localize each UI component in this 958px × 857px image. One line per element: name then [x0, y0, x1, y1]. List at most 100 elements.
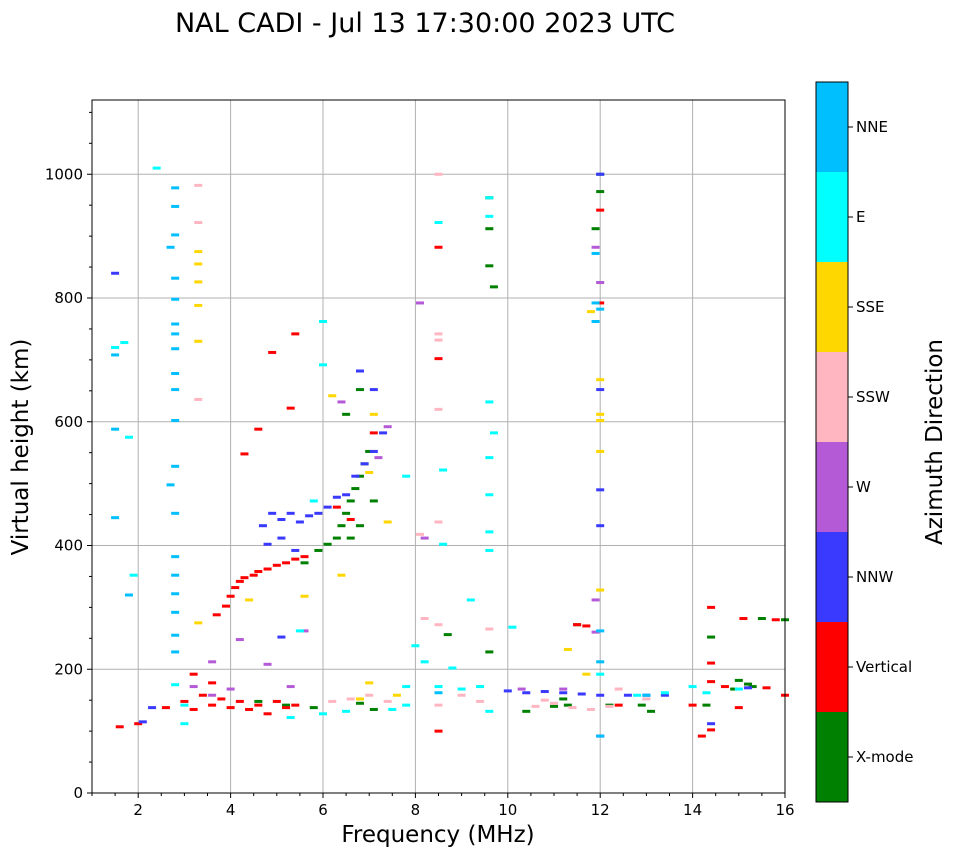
data-point	[263, 662, 272, 666]
data-point	[591, 320, 600, 324]
y-axis-label: Virtual height (km)	[8, 339, 34, 556]
data-point	[642, 693, 651, 697]
colorbar-segment	[816, 262, 848, 352]
data-point	[637, 703, 646, 707]
colorbar-label: SSW	[856, 388, 890, 406]
data-point	[369, 449, 378, 453]
x-axis-ticks: 2 4 6 8 10 12 14 16	[91, 793, 795, 819]
colorbar-segment	[816, 172, 848, 262]
y-axis-ticks: 0 200 400 600 800 1000	[45, 111, 92, 802]
data-point	[596, 172, 605, 176]
data-point	[365, 449, 374, 453]
data-point	[148, 706, 157, 710]
data-point	[485, 264, 494, 268]
data-point	[596, 449, 605, 453]
data-point	[707, 661, 716, 665]
data-point	[194, 250, 203, 254]
plot-frame	[91, 99, 786, 794]
data-point	[485, 196, 494, 200]
data-point	[420, 617, 429, 621]
data-point	[194, 262, 203, 266]
data-point	[309, 706, 318, 710]
data-point	[323, 505, 332, 509]
data-point	[485, 493, 494, 497]
data-point	[402, 474, 411, 478]
data-point	[355, 369, 364, 373]
data-point	[355, 474, 364, 478]
data-point	[194, 397, 203, 401]
x-tick-label: 12	[591, 801, 610, 819]
data-point	[485, 227, 494, 231]
data-point	[263, 712, 272, 716]
data-point	[235, 699, 244, 703]
data-point	[346, 518, 355, 522]
data-point	[369, 707, 378, 711]
data-point	[291, 703, 300, 707]
data-point	[379, 431, 388, 435]
data-point	[744, 682, 753, 686]
data-point	[402, 685, 411, 689]
data-point	[374, 456, 383, 460]
data-point	[416, 301, 425, 305]
data-point	[605, 704, 614, 708]
data-point	[355, 388, 364, 392]
colorbar-segment	[816, 532, 848, 622]
colorbar-segment	[816, 712, 848, 802]
data-point	[282, 703, 291, 707]
data-point	[596, 301, 605, 305]
data-point	[559, 687, 568, 691]
data-point	[559, 697, 568, 701]
data-point	[434, 172, 443, 176]
data-point	[739, 617, 748, 621]
data-point	[166, 245, 175, 249]
data-point	[369, 388, 378, 392]
data-point	[254, 569, 263, 573]
data-point	[439, 542, 448, 546]
data-point	[235, 579, 244, 583]
data-point	[591, 251, 600, 255]
data-point	[111, 516, 120, 520]
data-point	[734, 706, 743, 710]
data-point	[152, 166, 161, 170]
data-point	[171, 464, 180, 468]
data-point	[314, 548, 323, 552]
data-point	[577, 692, 586, 696]
data-point	[707, 728, 716, 732]
data-point	[263, 567, 272, 571]
data-point	[485, 627, 494, 631]
data-point	[171, 555, 180, 559]
data-point	[346, 499, 355, 503]
data-point	[212, 613, 221, 617]
data-point	[365, 681, 374, 685]
data-point	[277, 536, 286, 540]
data-point	[596, 734, 605, 738]
data-point	[194, 183, 203, 187]
data-point	[411, 644, 420, 648]
data-point	[697, 734, 706, 738]
data-point	[305, 514, 314, 518]
data-point	[319, 363, 327, 367]
data-point	[231, 586, 240, 590]
x-tick-label: 8	[411, 801, 421, 819]
data-point	[194, 339, 203, 343]
data-point	[434, 221, 443, 225]
data-point	[582, 672, 591, 676]
data-point	[291, 557, 300, 561]
data-point	[485, 400, 494, 404]
data-point	[365, 470, 374, 474]
data-point	[402, 703, 411, 707]
data-point	[111, 346, 120, 349]
data-point	[300, 629, 309, 633]
data-point	[540, 690, 549, 694]
data-point	[434, 623, 443, 627]
data-point	[208, 681, 217, 685]
x-tick-label: 14	[683, 801, 702, 819]
data-point	[342, 412, 351, 416]
data-point	[111, 271, 120, 275]
data-point	[457, 693, 466, 697]
data-point	[457, 687, 466, 691]
y-tick-label: 800	[54, 289, 83, 307]
data-point	[434, 685, 443, 689]
data-point	[351, 487, 360, 491]
data-point	[522, 691, 531, 695]
